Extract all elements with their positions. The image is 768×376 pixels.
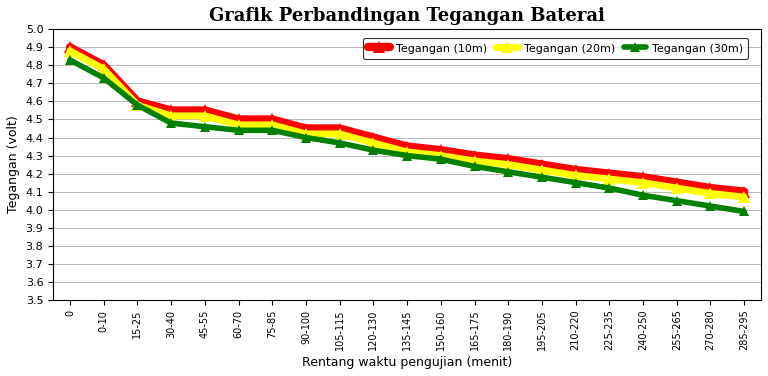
Tegangan (10m)	[335, 126, 344, 131]
Tegangan (20m)	[200, 114, 210, 118]
Tegangan (30m)	[369, 148, 378, 152]
Line: Tegangan (20m): Tegangan (20m)	[65, 45, 750, 203]
Tegangan (10m)	[65, 45, 74, 50]
Tegangan (30m)	[133, 103, 142, 107]
Tegangan (10m)	[504, 157, 513, 161]
Tegangan (30m)	[301, 135, 310, 140]
Tegangan (30m)	[234, 128, 243, 133]
Line: Tegangan (10m): Tegangan (10m)	[64, 41, 750, 198]
Tegangan (30m)	[267, 128, 276, 133]
Tegangan (30m)	[504, 170, 513, 174]
Tegangan (20m)	[133, 103, 142, 107]
Y-axis label: Tegangan (volt): Tegangan (volt)	[7, 116, 20, 214]
Tegangan (30m)	[99, 76, 108, 80]
Tegangan (20m)	[638, 180, 647, 185]
Tegangan (10m)	[538, 162, 547, 167]
Line: Tegangan (30m): Tegangan (30m)	[65, 55, 749, 216]
Tegangan (10m)	[267, 117, 276, 122]
Title: Grafik Perbandingan Tegangan Baterai: Grafik Perbandingan Tegangan Baterai	[209, 7, 605, 25]
Tegangan (30m)	[65, 58, 74, 62]
Tegangan (20m)	[672, 186, 681, 190]
Tegangan (10m)	[133, 99, 142, 104]
Tegangan (30m)	[740, 209, 749, 214]
Tegangan (30m)	[167, 121, 176, 125]
Tegangan (30m)	[571, 180, 581, 185]
Tegangan (30m)	[706, 204, 715, 208]
Tegangan (20m)	[167, 114, 176, 118]
Tegangan (30m)	[604, 186, 614, 190]
Tegangan (10m)	[167, 108, 176, 113]
Tegangan (20m)	[470, 159, 479, 163]
Legend: Tegangan (10m), Tegangan (20m), Tegangan (30m): Tegangan (10m), Tegangan (20m), Tegangan…	[362, 38, 749, 59]
Tegangan (30m)	[470, 164, 479, 169]
Tegangan (20m)	[706, 191, 715, 196]
Tegangan (10m)	[470, 153, 479, 158]
X-axis label: Rentang waktu pengujian (menit): Rentang waktu pengujian (menit)	[302, 356, 512, 369]
Tegangan (10m)	[99, 63, 108, 68]
Tegangan (30m)	[402, 153, 412, 158]
Tegangan (30m)	[200, 124, 210, 129]
Tegangan (20m)	[504, 162, 513, 167]
Tegangan (10m)	[638, 175, 647, 179]
Tegangan (20m)	[335, 132, 344, 136]
Tegangan (10m)	[571, 168, 581, 172]
Tegangan (30m)	[538, 175, 547, 179]
Tegangan (10m)	[402, 144, 412, 149]
Tegangan (20m)	[571, 173, 581, 178]
Tegangan (10m)	[706, 186, 715, 190]
Tegangan (10m)	[369, 135, 378, 140]
Tegangan (20m)	[436, 153, 445, 158]
Tegangan (20m)	[604, 177, 614, 181]
Tegangan (20m)	[267, 123, 276, 127]
Tegangan (30m)	[335, 141, 344, 145]
Tegangan (20m)	[740, 195, 749, 199]
Tegangan (10m)	[604, 171, 614, 176]
Tegangan (20m)	[538, 168, 547, 172]
Tegangan (30m)	[638, 193, 647, 197]
Tegangan (20m)	[402, 150, 412, 154]
Tegangan (10m)	[740, 190, 749, 194]
Tegangan (10m)	[200, 108, 210, 113]
Tegangan (20m)	[65, 49, 74, 53]
Tegangan (30m)	[672, 199, 681, 203]
Tegangan (10m)	[436, 148, 445, 152]
Tegangan (30m)	[436, 157, 445, 161]
Tegangan (20m)	[369, 141, 378, 145]
Tegangan (10m)	[672, 180, 681, 185]
Tegangan (10m)	[234, 117, 243, 122]
Tegangan (10m)	[301, 126, 310, 131]
Tegangan (20m)	[234, 123, 243, 127]
Tegangan (20m)	[301, 132, 310, 136]
Tegangan (20m)	[99, 67, 108, 71]
